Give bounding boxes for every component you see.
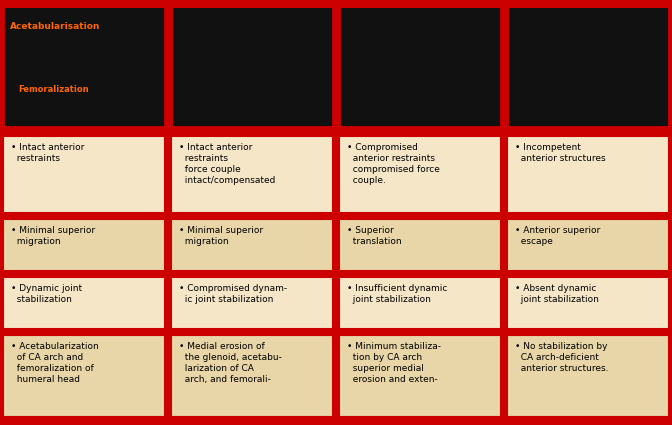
Text: • No stabilization by
  CA arch-deficient
  anterior structures.: • No stabilization by CA arch-deficient … (515, 342, 609, 373)
FancyBboxPatch shape (171, 136, 333, 213)
FancyBboxPatch shape (507, 136, 669, 213)
FancyBboxPatch shape (507, 277, 669, 329)
Text: • Insufficient dynamic
  joint stabilization: • Insufficient dynamic joint stabilizati… (347, 284, 448, 304)
FancyBboxPatch shape (171, 3, 333, 127)
Text: • Compromised dynam-
  ic joint stabilization: • Compromised dynam- ic joint stabilizat… (179, 284, 287, 304)
Text: • Dynamic joint
  stabilization: • Dynamic joint stabilization (11, 284, 82, 304)
FancyBboxPatch shape (507, 335, 669, 417)
Text: • Intact anterior
  restraints: • Intact anterior restraints (11, 143, 85, 163)
FancyBboxPatch shape (3, 3, 165, 127)
FancyBboxPatch shape (339, 219, 501, 271)
Text: • Minimal superior
  migration: • Minimal superior migration (179, 226, 263, 246)
FancyBboxPatch shape (507, 3, 669, 127)
Text: • Intact anterior
  restraints
  force couple
  intact/compensated: • Intact anterior restraints force coupl… (179, 143, 276, 185)
Text: • Incompetent
  anterior structures: • Incompetent anterior structures (515, 143, 605, 163)
Text: • Compromised
  anterior restraints
  compromised force
  couple.: • Compromised anterior restraints compro… (347, 143, 440, 185)
FancyBboxPatch shape (3, 335, 165, 417)
FancyBboxPatch shape (3, 277, 165, 329)
FancyBboxPatch shape (3, 219, 165, 271)
FancyBboxPatch shape (0, 0, 672, 8)
FancyBboxPatch shape (171, 335, 333, 417)
FancyBboxPatch shape (3, 136, 165, 213)
FancyBboxPatch shape (171, 277, 333, 329)
FancyBboxPatch shape (171, 219, 333, 271)
Text: • Superior
  translation: • Superior translation (347, 226, 402, 246)
Text: Acetabularisation: Acetabularisation (10, 22, 100, 31)
Text: • Minimal superior
  migration: • Minimal superior migration (11, 226, 95, 246)
Text: • Anterior superior
  escape: • Anterior superior escape (515, 226, 600, 246)
FancyBboxPatch shape (339, 3, 501, 127)
Text: • Acetabularization
  of CA arch and
  femoralization of
  humeral head: • Acetabularization of CA arch and femor… (11, 342, 99, 384)
FancyBboxPatch shape (339, 136, 501, 213)
Text: • Minimum stabiliza-
  tion by CA arch
  superior medial
  erosion and exten-: • Minimum stabiliza- tion by CA arch sup… (347, 342, 441, 384)
Text: Femoralization: Femoralization (18, 85, 89, 94)
Text: • Medial erosion of
  the glenoid, acetabu-
  larization of CA
  arch, and femor: • Medial erosion of the glenoid, acetabu… (179, 342, 282, 384)
FancyBboxPatch shape (339, 277, 501, 329)
FancyBboxPatch shape (339, 335, 501, 417)
Text: • Absent dynamic
  joint stabilization: • Absent dynamic joint stabilization (515, 284, 599, 304)
FancyBboxPatch shape (507, 219, 669, 271)
